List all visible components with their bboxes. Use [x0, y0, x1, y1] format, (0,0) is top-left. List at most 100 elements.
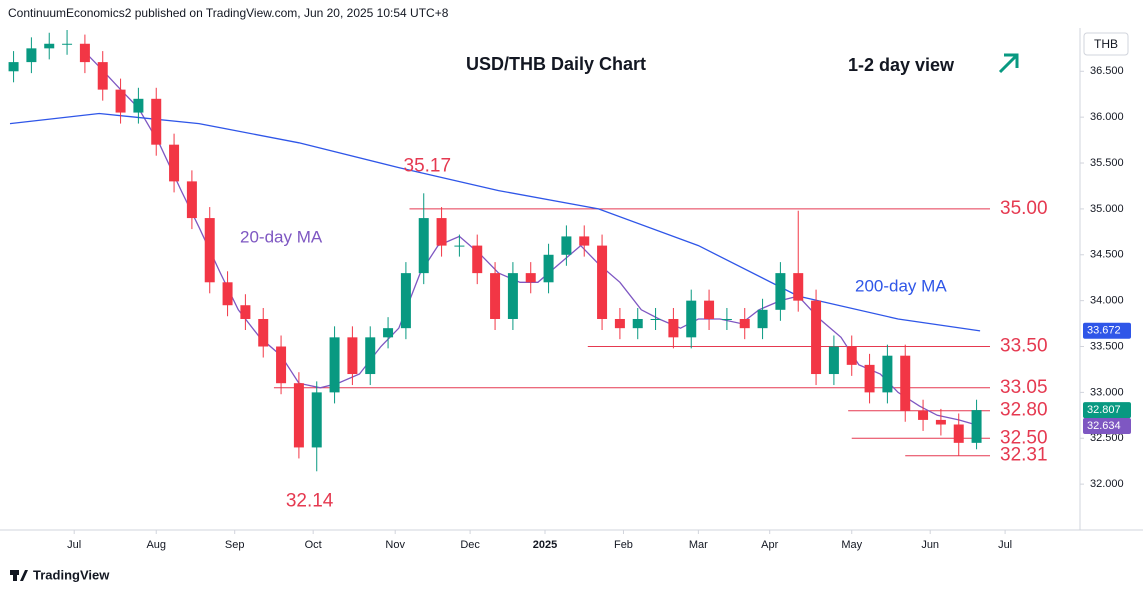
candle-body: [204, 218, 215, 283]
candle-body: [222, 282, 233, 306]
candle-body: [115, 89, 126, 113]
level-label: 35.00: [1000, 198, 1048, 219]
price-tag: [1083, 322, 1131, 339]
candle-body: [8, 62, 19, 72]
candle-body: [953, 424, 964, 443]
candle-body: [365, 337, 376, 375]
y-tick-label: 35.500: [1090, 157, 1124, 169]
x-tick-label: Mar: [689, 539, 708, 551]
candle-body: [258, 318, 269, 347]
candle-body: [240, 305, 251, 319]
candle-body: [436, 218, 447, 246]
candle-body: [454, 245, 465, 247]
x-tick-label: Aug: [146, 539, 166, 551]
level-label: 32.50: [1000, 427, 1048, 448]
candle-body: [757, 309, 768, 329]
candle-body: [383, 328, 394, 338]
candle-body: [507, 273, 518, 319]
price-tag: [1083, 402, 1131, 419]
candle-body: [133, 98, 144, 113]
level-label: 32.80: [1000, 400, 1048, 421]
candle-body: [579, 236, 590, 246]
candle-body: [276, 346, 287, 384]
extreme-label: 32.14: [286, 490, 334, 511]
y-tick-label: 33.000: [1090, 386, 1124, 398]
y-tick-label: 35.000: [1090, 203, 1124, 215]
candle-body: [864, 364, 875, 393]
x-tick-label: Oct: [305, 539, 322, 551]
currency: THB: [1094, 37, 1118, 51]
candle-body: [186, 181, 197, 219]
candle-body: [900, 355, 911, 411]
x-tick-label: Jul: [67, 539, 81, 551]
header: ContinuumEconomics2 published on Trading…: [8, 6, 449, 20]
price-tag-label: 32.807: [1087, 404, 1121, 416]
x-tick-label: Apr: [761, 539, 778, 551]
series-label: 20-day MA: [240, 227, 323, 246]
price-tag-label: 32.634: [1087, 420, 1121, 432]
candle-body: [561, 236, 572, 255]
candle-body: [543, 254, 554, 283]
candle-body: [918, 410, 929, 420]
candle-body: [44, 43, 55, 49]
candle-body: [793, 273, 804, 301]
x-tick-label: Feb: [614, 539, 633, 551]
level-label: 33.05: [1000, 377, 1048, 398]
candle-body: [882, 355, 893, 393]
x-tick-label: Jun: [921, 539, 939, 551]
candle-body: [97, 62, 108, 90]
y-tick-label: 33.500: [1090, 340, 1124, 352]
candle-body: [293, 383, 304, 448]
candle-body: [597, 245, 608, 319]
view-arrow: [998, 53, 1019, 74]
extreme-label: 35.17: [404, 155, 452, 176]
candle-body: [811, 300, 822, 375]
chart-title: USD/THB Daily Chart: [466, 54, 646, 74]
price-tag-label: 33.672: [1087, 325, 1121, 337]
candle-body: [971, 410, 982, 443]
candle-body: [329, 337, 340, 393]
y-tick-label: 36.000: [1090, 111, 1124, 123]
candle-body: [400, 273, 411, 329]
candle-body: [418, 218, 429, 274]
candle-body: [739, 318, 750, 329]
moving-average: [9, 112, 981, 332]
candle-body: [472, 245, 483, 274]
candle-body: [846, 346, 857, 365]
y-tick-label: 34.500: [1090, 249, 1124, 261]
candle-body: [79, 43, 90, 63]
series-label: 200-day MA: [855, 276, 947, 295]
candle-body: [311, 392, 322, 448]
candle-body: [614, 318, 625, 329]
y-tick-label: 32.500: [1090, 432, 1124, 444]
candle-body: [151, 98, 162, 145]
chart-subtitle: 1-2 day view: [848, 55, 955, 75]
level-label: 33.50: [1000, 336, 1048, 357]
candle-body: [668, 318, 679, 338]
candle-body: [62, 43, 73, 45]
x-tick-label: 2025: [533, 539, 557, 551]
currency-box[interactable]: [1083, 32, 1129, 56]
candle-body: [704, 300, 715, 319]
x-tick-label: Dec: [460, 539, 480, 551]
level-label: 32.31: [1000, 445, 1048, 466]
y-tick-label: 32.000: [1090, 478, 1124, 490]
x-tick-label: Sep: [225, 539, 245, 551]
x-tick-label: May: [841, 539, 862, 551]
x-tick-label: Jul: [998, 539, 1012, 551]
tv-logo: [10, 570, 28, 581]
candle-body: [525, 273, 536, 283]
candle-body: [721, 318, 732, 320]
footer: TradingView: [33, 567, 110, 582]
candle-body: [490, 273, 501, 319]
candle-body: [935, 419, 946, 425]
candle-body: [686, 300, 697, 338]
candle-body: [26, 48, 37, 63]
candle-body: [169, 144, 180, 182]
x-tick-label: Nov: [385, 539, 405, 551]
y-tick-label: 36.500: [1090, 65, 1124, 77]
price-tag: [1083, 417, 1131, 434]
candle-body: [775, 273, 786, 310]
